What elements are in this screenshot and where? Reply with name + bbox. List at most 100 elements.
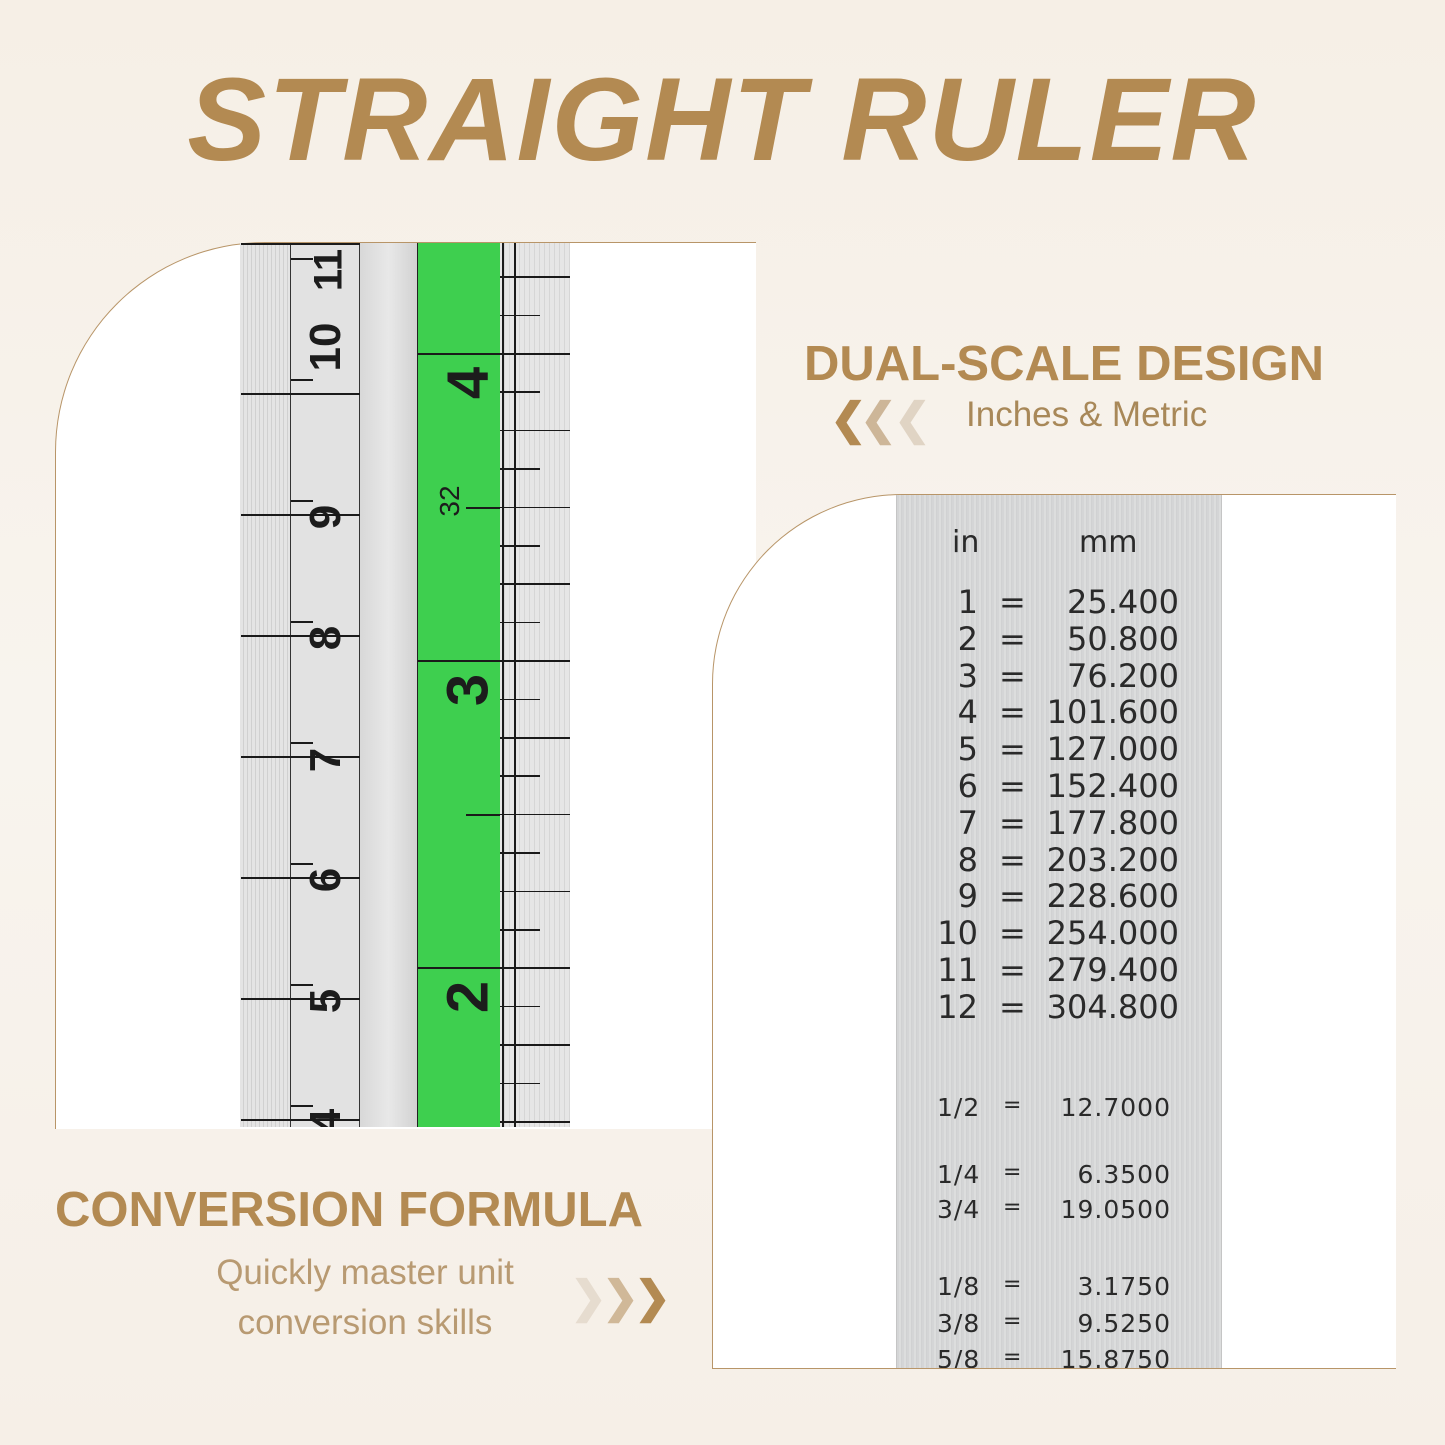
eighth-inch-tick — [500, 813, 570, 816]
mm-value: 228.600 — [1046, 877, 1179, 916]
mm-value: 76.200 — [1067, 656, 1179, 695]
mm-value: 177.800 — [1046, 803, 1179, 842]
eighth-inch-tick — [500, 929, 540, 931]
inch-tick-scale — [500, 243, 570, 1127]
eighth-inch-tick — [500, 353, 570, 355]
cm-line — [241, 756, 361, 758]
fraction-inch: 1/2 — [937, 1093, 981, 1122]
header-mm: mm — [1079, 525, 1138, 560]
sixteenth-label: 32 — [434, 485, 465, 517]
inch-value: 6 — [957, 767, 978, 805]
inch-line — [418, 353, 501, 355]
dual-scale-title: DUAL-SCALE DESIGN — [804, 337, 1324, 391]
eighth-inch-tick — [500, 698, 540, 701]
mm-value: 203.200 — [1046, 840, 1179, 879]
equals-sign: = — [1003, 1309, 1023, 1334]
inch-value: 10 — [937, 914, 978, 953]
eighth-inch-tick — [500, 468, 540, 470]
cm-label: 7 — [301, 747, 350, 773]
eighth-inch-tick — [500, 890, 570, 893]
eighth-inch-tick — [500, 276, 570, 278]
half-cm-tick — [291, 1105, 313, 1107]
eighth-inch-tick — [500, 391, 540, 393]
fraction-mm: 6.3500 — [1077, 1160, 1171, 1189]
cm-line — [241, 635, 361, 637]
equals-sign: = — [999, 583, 1026, 621]
mm-value: 279.400 — [1046, 951, 1179, 989]
conversion-row: 12 = 304.800 — [897, 987, 1221, 1026]
eighth-inch-tick — [500, 583, 570, 585]
dual-scale-subtitle: Inches & Metric — [966, 395, 1208, 434]
eighth-inch-tick — [500, 737, 570, 739]
equals-sign: = — [1003, 1093, 1023, 1118]
conversion-row: 8 = 203.200 — [897, 840, 1221, 879]
conversion-row: 5 = 127.000 — [897, 730, 1221, 769]
eighth-inch-tick — [500, 852, 540, 854]
cm-label: 8 — [301, 625, 350, 651]
cm-label: 6 — [301, 867, 350, 893]
mm-value: 50.800 — [1067, 619, 1179, 658]
equals-sign: = — [999, 619, 1026, 658]
conversion-row: 4 = 101.600 — [897, 693, 1221, 732]
equals-sign: = — [1003, 1272, 1023, 1297]
half-cm-tick — [291, 742, 313, 744]
eighth-inch-tick — [500, 506, 570, 509]
cm-label: 11 — [306, 248, 351, 292]
header-in: in — [952, 525, 980, 560]
ruler-silver-band — [360, 243, 417, 1127]
chevrons-right-icon: ❯ ❯ ❯ — [570, 1273, 671, 1322]
inch-label: 3 — [435, 673, 501, 707]
scale-rule — [502, 243, 504, 1127]
mm-value: 25.400 — [1067, 583, 1179, 621]
inch-line — [418, 660, 501, 662]
eighth-inch-tick — [500, 660, 570, 662]
conversion-row: 3 = 76.200 — [897, 656, 1221, 695]
conversion-subtitle: Quickly master unit conversion skills — [150, 1248, 580, 1348]
equals-sign: = — [1003, 1195, 1023, 1220]
fraction-inch: 1/4 — [937, 1160, 981, 1189]
inch-value: 12 — [937, 987, 978, 1026]
equals-sign: = — [1003, 1345, 1023, 1368]
inch-value: 9 — [957, 877, 978, 916]
conversion-row: 11 = 279.400 — [897, 951, 1221, 989]
equals-sign: = — [999, 656, 1026, 695]
cm-label: 4 — [301, 1108, 350, 1127]
eighth-inch-tick — [500, 775, 540, 777]
equals-sign: = — [999, 767, 1026, 805]
cm-line — [241, 877, 361, 879]
half-cm-tick — [291, 379, 313, 381]
cm-number-column: 11 10 9 8 7 6 5 4 — [241, 243, 361, 1127]
conversion-row: 6 = 152.400 — [897, 767, 1221, 805]
equals-sign: = — [999, 803, 1026, 842]
conversion-subtitle-line1: Quickly master unit — [216, 1253, 514, 1292]
scale-rule — [514, 243, 516, 1127]
inch-value: 8 — [957, 840, 978, 879]
cm-line — [241, 243, 361, 245]
mm-value: 127.000 — [1046, 730, 1179, 769]
inch-label: 2 — [435, 980, 501, 1014]
inch-value: 4 — [957, 693, 978, 732]
half-cm-tick — [291, 500, 313, 502]
equals-sign: = — [999, 987, 1026, 1026]
cm-label: 10 — [301, 322, 350, 372]
half-inch-tick — [466, 507, 501, 509]
equals-sign: = — [999, 693, 1026, 732]
half-cm-tick — [291, 258, 313, 260]
equals-sign: = — [999, 730, 1026, 769]
eighth-inch-tick — [500, 1005, 540, 1008]
fraction-inch: 3/8 — [937, 1309, 981, 1338]
inch-green-band: 4 3 2 32 — [417, 243, 501, 1127]
cm-line — [241, 514, 361, 516]
mm-value: 254.000 — [1046, 914, 1179, 953]
fraction-mm: 3.1750 — [1077, 1272, 1171, 1301]
half-cm-tick — [291, 984, 313, 986]
inch-value: 5 — [957, 730, 978, 769]
inch-line — [418, 967, 501, 969]
cm-label: 9 — [301, 504, 350, 530]
conversion-row: 1 = 25.400 — [897, 583, 1221, 621]
eighth-inch-tick — [500, 429, 570, 432]
inch-value: 2 — [957, 619, 978, 658]
equals-sign: = — [999, 877, 1026, 916]
chevrons-left-icon: ❮ ❮ ❮ — [830, 395, 931, 444]
ruler-closeup: 11 10 9 8 7 6 5 4 4 3 2 32 — [240, 243, 570, 1127]
